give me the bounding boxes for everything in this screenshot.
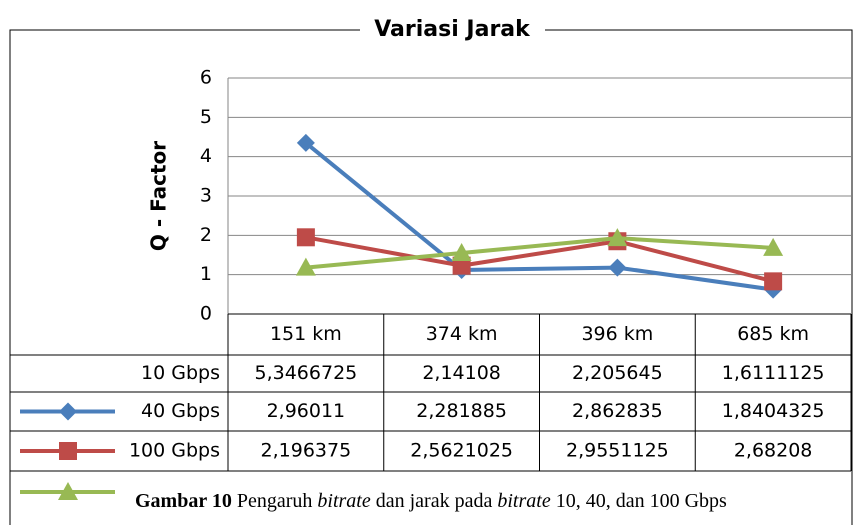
table-row-label: 40 Gbps [141,400,220,422]
series-line [304,141,774,292]
marker [58,482,78,500]
table-cell: 1,6111125 [722,362,825,384]
x-tick-label: 396 km [581,323,653,345]
x-tick-label: 151 km [270,323,342,345]
table-cell: 5,3466725 [255,362,358,384]
table-cell: 2,9551125 [566,440,669,462]
y-tick-label: 0 [200,303,212,325]
x-tick-label: 374 km [426,323,498,345]
marker [59,402,77,421]
y-axis-label: Q - Factor [147,141,171,251]
marker [763,237,784,256]
y-tick-label: 1 [200,263,212,285]
marker [451,243,472,262]
y-tick-label: 3 [200,185,212,207]
title-backdrop [360,14,545,44]
table-row-label: 10 Gbps [141,362,220,384]
y-tick-label: 4 [200,145,212,167]
chart-title: Variasi Jarak [374,17,531,42]
series-line [305,236,774,270]
table-cell: 2,96011 [267,400,346,422]
y-tick-label: 6 [200,67,212,89]
table-cell: 2,68208 [734,440,813,462]
table-cell: 2,281885 [416,400,507,422]
marker [59,442,77,460]
table-cell: 1,8404325 [722,400,825,422]
marker [608,258,627,277]
marker [607,228,628,247]
caption: Gambar 10 Pengaruh bitrate dan jarak pad… [135,490,727,512]
marker [296,133,315,152]
y-tick-label: 5 [200,106,212,128]
caption-text: bitrate [317,490,370,512]
table-cell: 2,196375 [261,440,352,462]
x-tick-label: 685 km [737,323,809,345]
marker [452,256,471,275]
caption-text: bitrate [497,490,550,512]
marker [295,257,316,276]
caption-label: Gambar 10 [135,490,232,512]
marker [764,272,783,291]
caption-text: 10, 40, dan 100 Gbps [551,490,727,512]
table-cell: 2,14108 [422,362,501,384]
table-cell: 2,5621025 [410,440,513,462]
marker [296,228,315,247]
table-row-label: 100 Gbps [129,440,220,462]
caption-text: dan jarak pada [371,490,498,512]
series-line [305,235,774,284]
caption-text: Pengaruh [232,490,318,512]
y-tick-label: 2 [200,224,212,246]
table-cell: 2,205645 [572,362,663,384]
table-cell: 2,862835 [572,400,663,422]
